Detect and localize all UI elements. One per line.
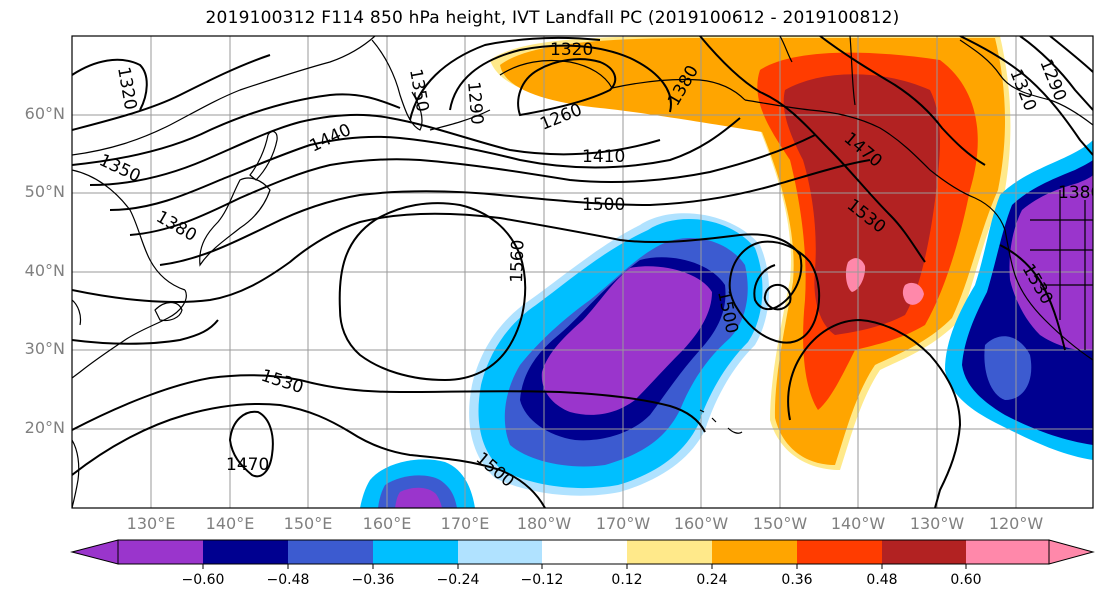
lon-label-150e: 150°E — [283, 514, 333, 533]
lat-label-50n: 50°N — [24, 182, 65, 201]
contour-label: 1410 — [582, 147, 625, 167]
colorbar-tick-label: 0.48 — [866, 572, 898, 588]
colorbar-tick-label: −0.48 — [266, 572, 310, 588]
colorbar-bin — [288, 540, 373, 564]
lat-label-60n: 60°N — [24, 104, 65, 123]
lon-label-170e: 170°E — [440, 514, 490, 533]
colorbar-bin — [373, 540, 458, 564]
contour-label: 1470 — [226, 455, 269, 475]
colorbar-min-extension — [70, 539, 119, 565]
contour-label: 1380 — [1058, 183, 1101, 203]
colorbar-bin — [712, 540, 797, 564]
contour-label: 1320 — [550, 40, 593, 60]
lon-label-130e: 130°E — [126, 514, 176, 533]
lon-label-130w: 130°W — [909, 514, 965, 533]
colorbar-max-extension — [1048, 539, 1095, 565]
colorbar-tick-label: −0.12 — [520, 572, 564, 588]
colorbar-bin — [458, 540, 542, 564]
map-frame — [71, 35, 1094, 509]
coastlines — [72, 36, 1093, 508]
lon-label-120w: 120°W — [988, 514, 1044, 533]
colorbar-bin — [542, 540, 627, 564]
lon-label-160e: 160°E — [362, 514, 412, 533]
positive-ivt-shading — [490, 36, 1011, 470]
negative-ivt-shading-south — [360, 459, 475, 508]
contour-label: 1290 — [463, 81, 487, 126]
colorbar-frame — [117, 539, 1050, 565]
map-title: 2019100312 F114 850 hPa height, IVT Land… — [205, 8, 900, 28]
lon-label-170w: 170°W — [595, 514, 651, 533]
colorbar-bin — [966, 540, 1049, 564]
colorbar-bin — [118, 540, 203, 564]
colorbar-bin — [797, 540, 882, 564]
height-contours — [72, 36, 1093, 508]
colorbar-bin — [203, 540, 288, 564]
map-area: 1320 1320 1350 1290 1260 1380 1440 1410 … — [72, 36, 1101, 508]
colorbar-bin — [882, 540, 966, 564]
colorbar-tick-label: 0.12 — [611, 572, 643, 588]
contour-label: 1500 — [582, 195, 625, 215]
colorbar-tick-label: 0.60 — [950, 572, 982, 588]
lon-label-160w: 160°W — [673, 514, 729, 533]
colorbar-tick-label: 0.24 — [696, 572, 728, 588]
colorbar-tick-label: −0.24 — [436, 572, 480, 588]
colorbar-bin — [627, 540, 712, 564]
colorbar-tick-label: −0.36 — [351, 572, 395, 588]
graticule — [72, 36, 1093, 508]
lat-label-30n: 30°N — [24, 339, 65, 358]
lon-label-180w: 180°W — [516, 514, 572, 533]
colorbar — [70, 539, 1095, 569]
lon-label-140w: 140°W — [830, 514, 886, 533]
lon-label-140e: 140°E — [205, 514, 255, 533]
lat-label-20n: 20°N — [24, 418, 65, 437]
lat-label-40n: 40°N — [24, 261, 65, 280]
colorbar-tick-label: 0.36 — [781, 572, 813, 588]
colorbar-tick-label: −0.60 — [181, 572, 225, 588]
contour-label: 1560 — [507, 239, 528, 283]
lon-label-150w: 150°W — [752, 514, 808, 533]
colorbar-ticks — [202, 564, 967, 569]
